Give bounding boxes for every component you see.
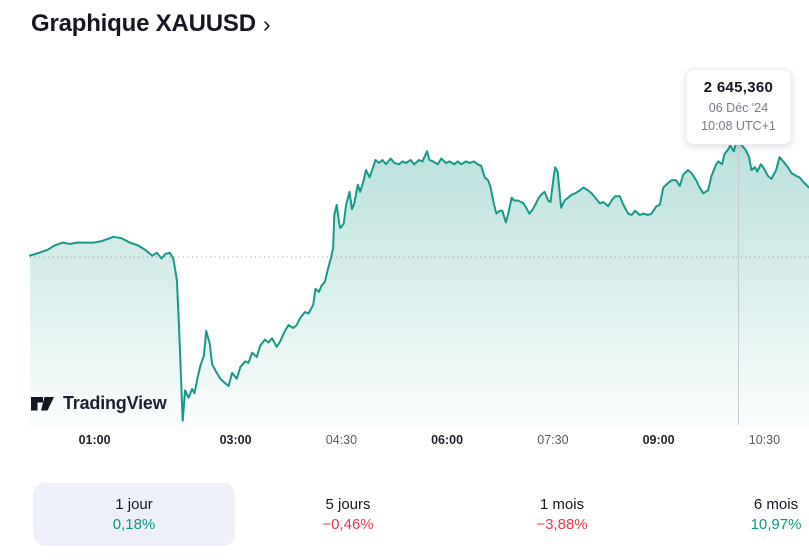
x-axis-label: 06:00 bbox=[431, 433, 464, 447]
page-title: Graphique XAUUSD bbox=[31, 10, 256, 37]
x-axis-label: 01:00 bbox=[78, 433, 111, 447]
chevron-right-icon: › bbox=[262, 11, 271, 37]
tab-period-label: 5 jours bbox=[325, 496, 371, 513]
x-axis-label: 09:00 bbox=[642, 433, 675, 447]
x-axis: 01:00 03:00 04:30 06:00 07:30 09:00 10:30 bbox=[0, 433, 809, 451]
price-chart-area: 2 645,360 06 Déc '24 10:08 UTC+1 Trading… bbox=[0, 60, 809, 460]
tab-change-value: 0,18% bbox=[112, 516, 156, 533]
x-axis-label: 10:30 bbox=[748, 433, 781, 447]
tradingview-attribution-link[interactable]: TradingView bbox=[31, 393, 167, 414]
tab-6-mois[interactable]: 6 mois 10,97% bbox=[675, 483, 809, 546]
tab-change-value: −0,46% bbox=[322, 516, 374, 533]
price-line bbox=[29, 139, 809, 422]
price-area bbox=[30, 140, 809, 429]
tab-period-label: 1 mois bbox=[539, 496, 585, 513]
x-axis-label: 07:30 bbox=[537, 433, 569, 447]
chart-title-link[interactable]: Graphique XAUUSD › bbox=[31, 10, 271, 38]
tab-period-label: 6 mois bbox=[753, 496, 799, 513]
x-axis-label: 03:00 bbox=[219, 433, 252, 447]
tooltip-price: 2 645,360 bbox=[703, 79, 774, 96]
period-tab-bar: 1 jour 0,18% 5 jours −0,46% 1 mois −3,88% 6 mo… bbox=[27, 483, 809, 546]
tooltip-date: 06 Déc '24 bbox=[708, 101, 769, 115]
tab-change-value: −3,88% bbox=[536, 516, 588, 533]
tab-5-jours[interactable]: 5 jours −0,46% bbox=[247, 483, 449, 546]
tab-period-label: 1 jour bbox=[115, 496, 153, 513]
tradingview-wordmark: TradingView bbox=[63, 393, 167, 413]
tab-1-mois[interactable]: 1 mois −3,88% bbox=[461, 483, 663, 546]
tab-change-value: 10,97% bbox=[750, 516, 802, 533]
price-tooltip: 2 645,360 06 Déc '24 10:08 UTC+1 bbox=[685, 69, 792, 145]
x-axis-label: 04:30 bbox=[325, 433, 358, 447]
tab-1-jour[interactable]: 1 jour 0,18% bbox=[33, 483, 235, 546]
tradingview-logo-icon bbox=[31, 396, 54, 410]
tooltip-time: 10:08 UTC+1 bbox=[701, 118, 776, 133]
